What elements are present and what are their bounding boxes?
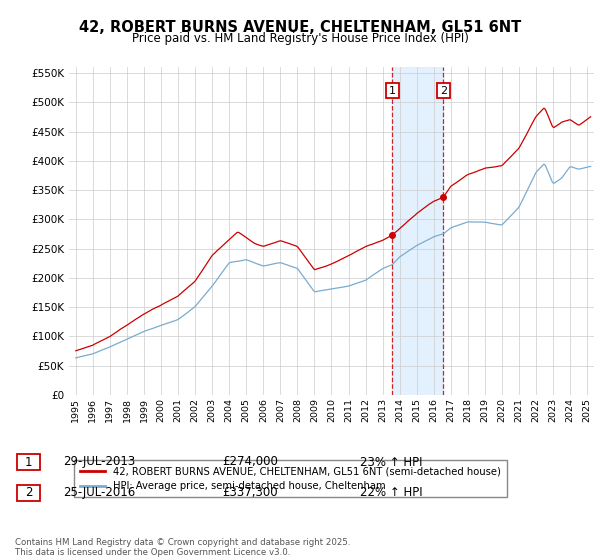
Text: £274,000: £274,000 xyxy=(222,455,278,469)
Text: 2: 2 xyxy=(440,86,447,96)
Text: £337,300: £337,300 xyxy=(222,486,278,500)
Bar xyxy=(392,67,443,395)
Text: 23% ↑ HPI: 23% ↑ HPI xyxy=(360,455,422,469)
Text: Price paid vs. HM Land Registry's House Price Index (HPI): Price paid vs. HM Land Registry's House … xyxy=(131,32,469,45)
Text: 1: 1 xyxy=(25,455,32,469)
FancyBboxPatch shape xyxy=(17,485,40,501)
Text: 22% ↑ HPI: 22% ↑ HPI xyxy=(360,486,422,500)
Legend: 42, ROBERT BURNS AVENUE, CHELTENHAM, GL51 6NT (semi-detached house), HPI: Averag: 42, ROBERT BURNS AVENUE, CHELTENHAM, GL5… xyxy=(74,460,507,497)
Text: 42, ROBERT BURNS AVENUE, CHELTENHAM, GL51 6NT: 42, ROBERT BURNS AVENUE, CHELTENHAM, GL5… xyxy=(79,20,521,35)
Text: Contains HM Land Registry data © Crown copyright and database right 2025.
This d: Contains HM Land Registry data © Crown c… xyxy=(15,538,350,557)
FancyBboxPatch shape xyxy=(17,454,40,470)
Text: 25-JUL-2016: 25-JUL-2016 xyxy=(63,486,135,500)
Text: 1: 1 xyxy=(389,86,396,96)
Text: 29-JUL-2013: 29-JUL-2013 xyxy=(63,455,135,469)
Text: 2: 2 xyxy=(25,486,32,500)
